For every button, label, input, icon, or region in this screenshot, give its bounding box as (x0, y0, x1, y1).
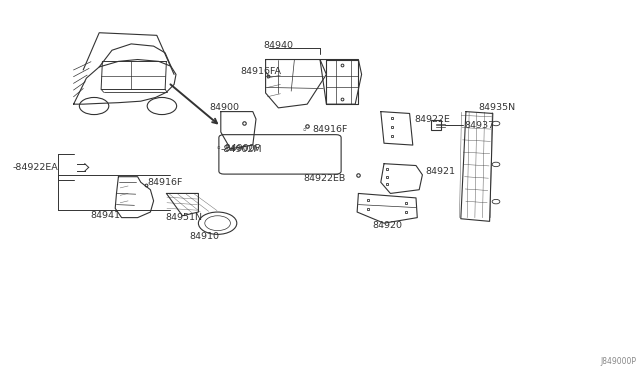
Text: 84935N: 84935N (479, 103, 516, 112)
Text: 84910: 84910 (190, 232, 220, 241)
Text: ◦ 84900F: ◦ 84900F (216, 144, 260, 153)
Text: 84940: 84940 (264, 41, 294, 50)
Text: 84920: 84920 (372, 221, 402, 230)
Text: 84916F: 84916F (147, 178, 182, 187)
Text: ◦: ◦ (301, 126, 307, 135)
Text: 84941: 84941 (91, 211, 120, 220)
Text: -84922EA: -84922EA (13, 163, 58, 172)
Text: 84900: 84900 (209, 103, 239, 112)
Text: 84916F: 84916F (312, 125, 348, 134)
Text: -84902M: -84902M (221, 145, 262, 154)
Text: J849000P: J849000P (601, 357, 637, 366)
Text: 84922EB: 84922EB (303, 174, 346, 183)
Text: 84916FA: 84916FA (240, 67, 281, 76)
Text: 84937: 84937 (464, 121, 494, 130)
Text: 84921: 84921 (426, 167, 456, 176)
Text: 84951N: 84951N (165, 213, 202, 222)
Text: 84922E: 84922E (415, 115, 451, 124)
